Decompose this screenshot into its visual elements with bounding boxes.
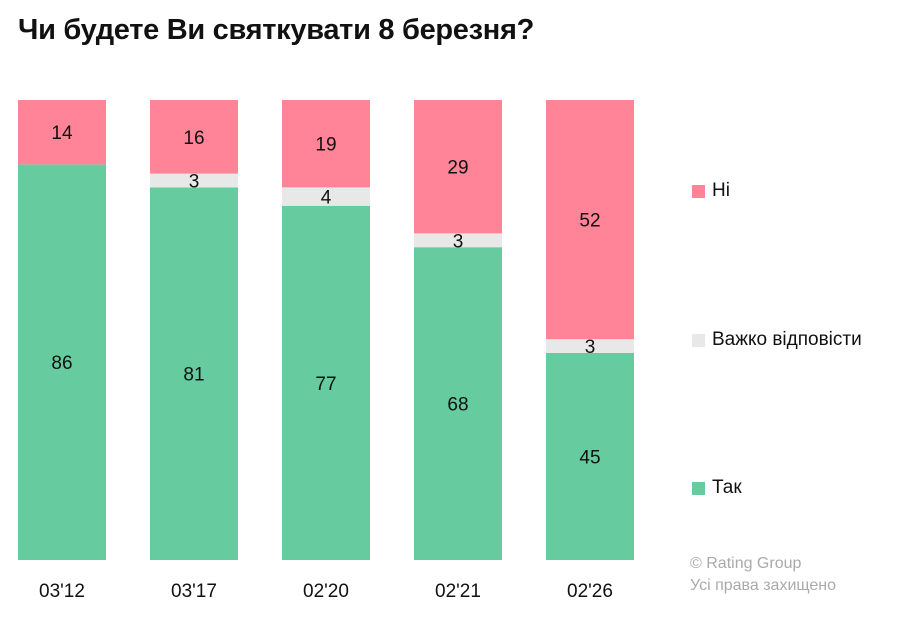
data-label: 81 — [183, 365, 204, 386]
data-label: 45 — [579, 448, 600, 469]
bar-segment — [150, 100, 238, 174]
bar-segment — [546, 339, 634, 353]
x-tick-label: 02'26 — [567, 581, 613, 602]
legend-label: Важко відповісти — [712, 329, 862, 350]
bar-segment — [546, 100, 634, 340]
data-label: 14 — [51, 123, 73, 144]
legend-label: Ні — [712, 180, 730, 201]
data-label: 3 — [585, 337, 596, 358]
bar-segment — [414, 100, 502, 234]
bar-segment — [414, 233, 502, 248]
data-label: 86 — [51, 353, 72, 374]
legend-item-no: Ні — [692, 180, 730, 202]
credit-copyright: © Rating Group — [690, 555, 802, 572]
chart-title: Чи будете Ви святкувати 8 березня? — [18, 14, 535, 46]
data-label: 19 — [315, 135, 336, 156]
bar-segment — [18, 164, 106, 560]
bar-segment — [282, 100, 370, 188]
data-label: 3 — [189, 172, 200, 193]
legend-item-hard-to-say: Важко відповісти — [692, 329, 862, 351]
bar-segment — [150, 187, 238, 560]
legend-item-yes: Так — [692, 477, 742, 499]
data-label: 3 — [453, 231, 464, 252]
legend-label: Так — [712, 477, 742, 498]
credit-rights: Усі права захищено — [690, 577, 837, 594]
bar-segment — [414, 247, 502, 560]
data-label: 16 — [183, 128, 204, 149]
bar-segment — [282, 205, 370, 561]
bar-segment — [18, 100, 106, 165]
data-label: 52 — [579, 211, 600, 232]
x-tick-label: 03'17 — [171, 581, 217, 602]
legend-swatch — [692, 481, 705, 495]
bar-segment — [546, 353, 634, 560]
legend-swatch — [692, 184, 705, 198]
legend-swatch — [692, 333, 705, 347]
x-tick-label: 03'12 — [39, 581, 85, 602]
data-label: 29 — [447, 158, 468, 179]
data-label: 68 — [447, 395, 468, 416]
data-label: 4 — [321, 188, 332, 209]
x-tick-label: 02'20 — [303, 581, 349, 602]
bar-segment — [282, 187, 370, 206]
x-tick-label: 02'21 — [435, 581, 481, 602]
data-label: 77 — [315, 374, 336, 395]
bar-segment — [150, 173, 238, 188]
